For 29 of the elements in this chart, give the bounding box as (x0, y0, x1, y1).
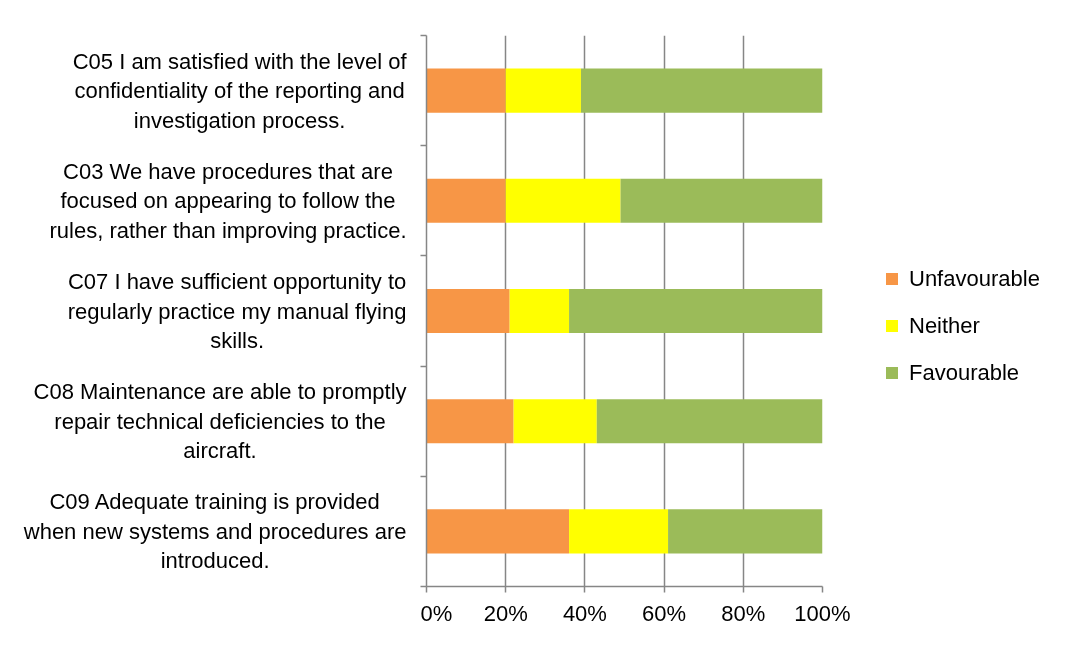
bar (569, 509, 669, 554)
bar (513, 399, 597, 444)
bar (569, 288, 823, 334)
legend-label: Neither (909, 311, 980, 340)
legend-label: Favourable (909, 358, 1020, 387)
bar (426, 399, 514, 444)
x-tick-label: 80% (721, 600, 766, 626)
bar (580, 68, 823, 113)
bar (620, 178, 823, 223)
y-tick-label: C09 Adequate training is provided when new systems and procedures are introduced. (22, 489, 407, 574)
bar (426, 68, 506, 113)
x-tick-label: 100% (794, 600, 851, 626)
bar (426, 288, 510, 334)
x-tick-label: 0% (420, 600, 453, 626)
bar (509, 288, 570, 334)
y-tick-label: C07 I have sufficient opportunity to regularly practice my manual flying skills. (67, 269, 407, 353)
x-tick-label: 20% (483, 600, 528, 626)
bar (596, 399, 823, 444)
bar (668, 509, 823, 554)
legend-label: Unfavourable (909, 264, 1040, 293)
x-tick-label: 60% (642, 600, 687, 626)
x-tick-label: 40% (562, 600, 607, 626)
bar (426, 509, 570, 554)
bar (505, 68, 581, 113)
y-tick-label: C03 We have procedures that are focused on appearing to follow the rules, rather than improving practice. (49, 158, 407, 243)
bar (505, 178, 621, 223)
bar (426, 178, 506, 223)
y-tick-label: C05 I am satisfied with the level of confidentiality of the reporting and investigation process. (72, 48, 408, 133)
y-tick-label: C08 Maintenance are able to promptly repair technical deficiencies to the aircraft. (33, 379, 407, 464)
